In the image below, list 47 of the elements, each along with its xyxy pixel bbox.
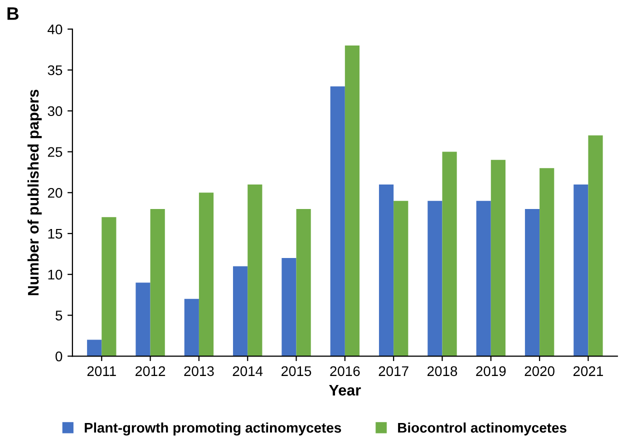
y-axis-title: Number of published papers (27, 90, 42, 296)
y-tick-label: 25 (48, 147, 62, 157)
bar (540, 168, 554, 356)
bar (330, 86, 345, 356)
x-tick-label: 2020 (524, 366, 554, 376)
y-tick-label: 20 (48, 188, 62, 198)
x-tick-label: 2015 (282, 366, 312, 376)
x-tick-label: 2011 (87, 366, 116, 376)
y-tick-label: 5 (56, 310, 62, 320)
bar (574, 184, 588, 356)
bar (102, 217, 116, 356)
bar (150, 208, 165, 356)
y-tick-label: 30 (48, 106, 62, 116)
bar (442, 152, 457, 356)
y-tick-label: 40 (48, 24, 62, 34)
bar (588, 135, 603, 356)
y-tick-label: 0 (56, 351, 62, 362)
bar (524, 208, 540, 356)
bar (394, 200, 408, 356)
x-tick-label: 2013 (184, 366, 214, 376)
x-tick-label: 2012 (136, 366, 166, 376)
bar (198, 192, 214, 356)
bar (378, 184, 394, 356)
bar (490, 160, 506, 356)
x-tick-label: 2018 (427, 366, 458, 376)
bar (476, 200, 491, 356)
bar (136, 282, 150, 356)
y-tick-label: 15 (48, 228, 62, 239)
bar (344, 45, 360, 356)
text: B (8, 7, 19, 20)
x-tick-label: 2021 (573, 366, 603, 376)
bar (428, 200, 442, 356)
bar (282, 258, 296, 356)
legend-label: Plant-growth promoting actinomycetes (84, 422, 342, 436)
x-tick-label: 2016 (330, 366, 360, 376)
bar (184, 298, 199, 356)
x-tick-label: 2019 (476, 366, 506, 376)
bar (248, 184, 262, 356)
y-tick-label: 10 (48, 270, 62, 280)
x-axis-title: Year (329, 384, 361, 396)
x-tick-label: 2017 (378, 366, 408, 376)
x-tick-label: 2014 (232, 366, 263, 376)
y-tick-label: 35 (48, 65, 62, 76)
bar (233, 266, 248, 356)
bar (87, 340, 102, 356)
bar (296, 208, 311, 356)
legend-label: Biocontrol actinomycetes (398, 422, 566, 436)
